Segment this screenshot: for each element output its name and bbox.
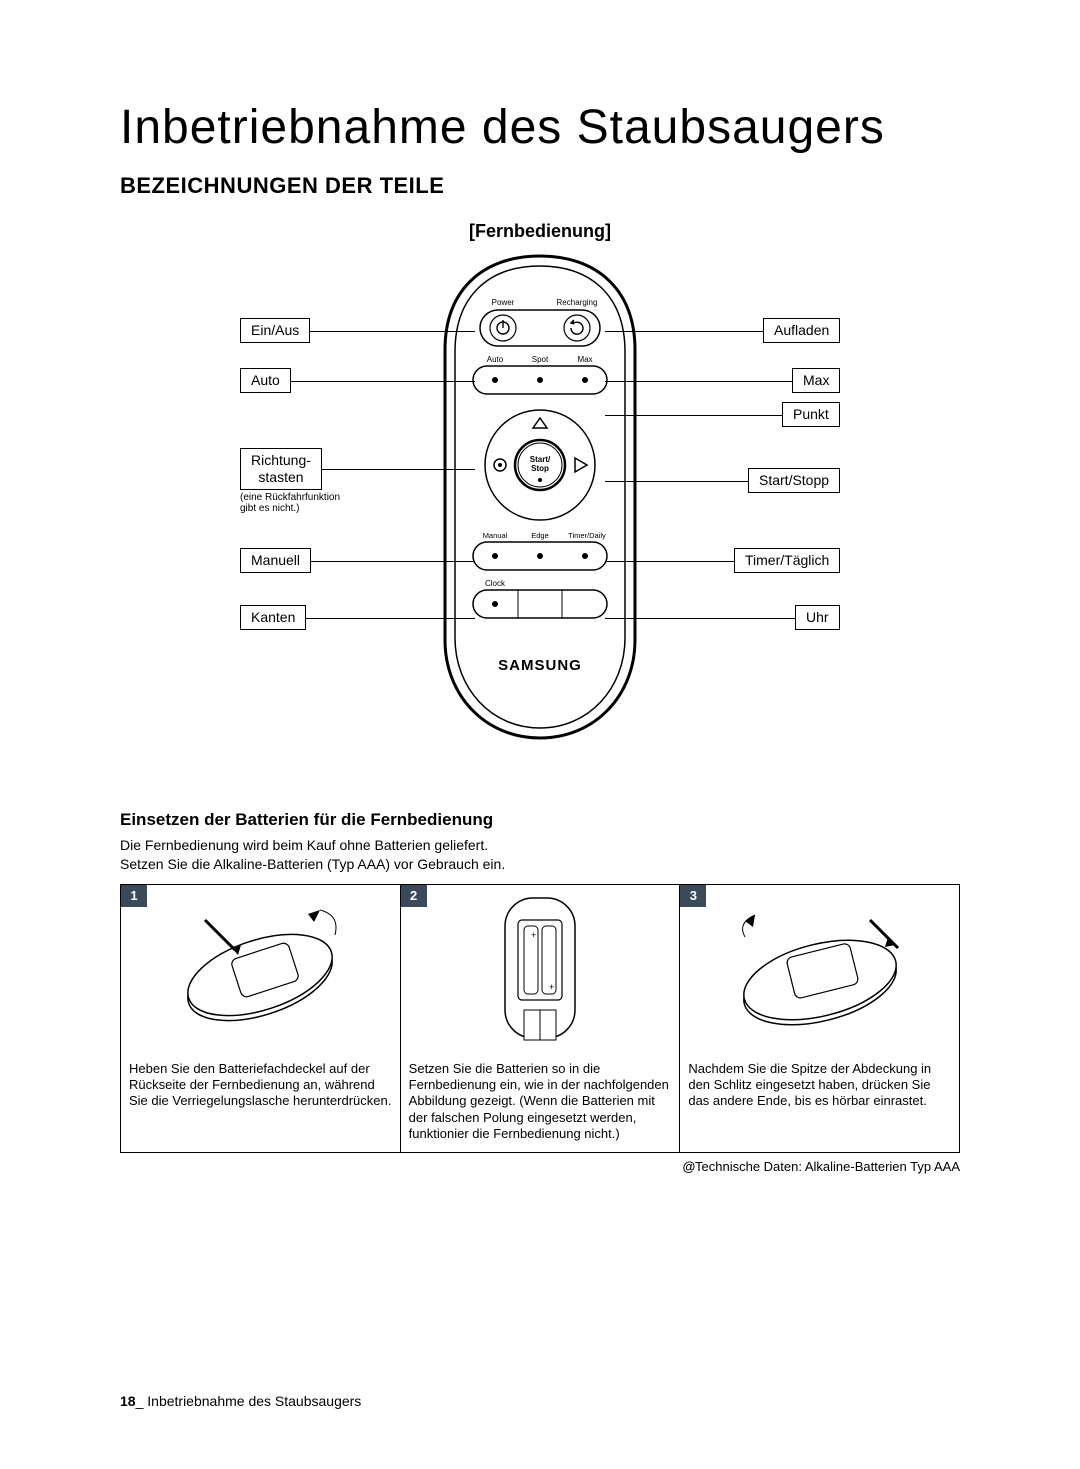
svg-text:Start/: Start/ <box>530 455 551 464</box>
tiny-label-max: Max <box>577 355 592 364</box>
footer-title: Inbetriebnahme des Staubsaugers <box>147 1393 361 1409</box>
tiny-label-clock: Clock <box>485 579 506 588</box>
step-cell-1: 1 Heben Sie den Batteriefachdeckel auf d… <box>121 885 401 1152</box>
remote-diagram: Power Recharging Auto Spot Max Start/ St… <box>180 250 900 770</box>
step-cell-3: 3 Nachdem Sie die Spitze der Abdeckung i… <box>680 885 959 1152</box>
tiny-label-manual: Manual <box>483 531 508 540</box>
callout-note: (eine Rückfahrfunktiongibt es nicht.) <box>240 492 340 514</box>
connector-line <box>605 481 748 482</box>
spec-note: @Technische Daten: Alkaline-Batterien Ty… <box>120 1159 960 1174</box>
spec-note-icon: @ <box>682 1159 695 1174</box>
step-illustration-2: + + <box>401 885 680 1055</box>
spec-note-text: Technische Daten: Alkaline-Batterien Typ… <box>695 1159 960 1174</box>
callout-label: Manuell <box>240 548 311 573</box>
tiny-label-recharging: Recharging <box>557 298 598 307</box>
step-badge: 2 <box>401 885 427 907</box>
step-text: Setzen Sie die Batterien so in die Fernb… <box>401 1055 680 1152</box>
connector-line <box>605 381 792 382</box>
callout-label: Richtung-stasten <box>240 448 322 490</box>
step-badge: 1 <box>121 885 147 907</box>
connector-line <box>322 469 475 470</box>
connector-line <box>291 381 475 382</box>
battery-intro-line: Die Fernbedienung wird beim Kauf ohne Ba… <box>120 836 960 855</box>
page-number: 18 <box>120 1393 136 1409</box>
tiny-label-edge: Edge <box>531 531 549 540</box>
connector-line <box>605 618 795 619</box>
battery-steps: 1 Heben Sie den Batteriefachdeckel auf d… <box>120 884 960 1153</box>
connector-line <box>605 331 763 332</box>
step-cell-2: 2 + + Setzen Sie die Batterien so in die… <box>401 885 681 1152</box>
connector-line <box>605 561 734 562</box>
callout-label: Auto <box>240 368 291 393</box>
callout-label: Start/Stopp <box>748 468 840 493</box>
callout-label: Kanten <box>240 605 306 630</box>
page-footer: 18_ Inbetriebnahme des Staubsaugers <box>120 1393 361 1409</box>
battery-intro: Die Fernbedienung wird beim Kauf ohne Ba… <box>120 836 960 874</box>
step-text: Nachdem Sie die Spitze der Abdeckung in … <box>680 1055 959 1120</box>
callout-label: Auﬂaden <box>763 318 840 343</box>
step-text: Heben Sie den Batteriefachdeckel auf der… <box>121 1055 400 1120</box>
svg-text:+: + <box>531 930 536 940</box>
connector-line <box>306 618 475 619</box>
brand-label: SAMSUNG <box>498 657 582 674</box>
callout-label: Uhr <box>795 605 840 630</box>
connector-line <box>311 561 475 562</box>
section-heading: BEZEICHNUNGEN DER TEILE <box>120 173 960 199</box>
svg-text:+: + <box>549 982 554 992</box>
callout-label: Ein/Aus <box>240 318 310 343</box>
page-title: Inbetriebnahme des Staubsaugers <box>120 100 960 155</box>
remote-subheading: [Fernbedienung] <box>120 221 960 242</box>
callout-label: Punkt <box>782 402 840 427</box>
step-illustration-1 <box>121 885 400 1055</box>
footer-sep: _ <box>136 1393 144 1409</box>
tiny-label-auto: Auto <box>487 355 504 364</box>
battery-section: Einsetzen der Batterien für die Fernbedi… <box>120 810 960 1174</box>
step-badge: 3 <box>680 885 706 907</box>
svg-text:Stop: Stop <box>531 464 549 473</box>
callout-label: Max <box>792 368 840 393</box>
callout-label: Timer/Täglich <box>734 548 840 573</box>
tiny-label-spot: Spot <box>532 355 549 364</box>
battery-heading: Einsetzen der Batterien für die Fernbedi… <box>120 810 960 830</box>
tiny-label-power: Power <box>492 298 515 307</box>
connector-line <box>605 415 782 416</box>
step-illustration-3 <box>680 885 959 1055</box>
battery-intro-line: Setzen Sie die Alkaline-Batterien (Typ A… <box>120 855 960 874</box>
connector-line <box>310 331 475 332</box>
remote-svg: Power Recharging Auto Spot Max Start/ St… <box>425 250 655 750</box>
tiny-label-timer: Timer/Daily <box>568 531 606 540</box>
